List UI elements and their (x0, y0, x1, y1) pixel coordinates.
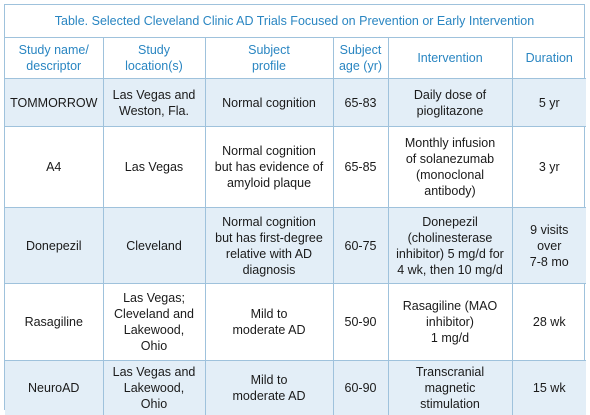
trials-table-frame: Table. Selected Cleveland Clinic AD Tria… (4, 4, 586, 415)
table-row: A4 Las Vegas Normal cognition but has ev… (5, 126, 586, 208)
table-caption: Table. Selected Cleveland Clinic AD Tria… (5, 5, 584, 38)
cell-profile: Normal cognition but has first-degree re… (204, 207, 334, 284)
cell-duration: 15 wk (511, 360, 586, 415)
cell-location: Cleveland (102, 207, 206, 284)
cell-intervention: Daily dose of pioglitazone (387, 78, 513, 127)
table-row: NeuroAD Las Vegas and Lakewood, Ohio Mil… (5, 360, 586, 415)
cell-duration: 9 visits over 7-8 mo (511, 207, 586, 284)
cell-intervention: Monthly infusion of solanezumab (monoclo… (387, 126, 513, 208)
cell-profile: Mild to moderate AD (204, 283, 334, 361)
cell-age: 65-83 (332, 78, 389, 127)
cell-location: Las Vegas and Lakewood, Ohio (102, 360, 206, 415)
cell-intervention: Transcranial magnetic stimulation (387, 360, 513, 415)
cell-age: 65-85 (332, 126, 389, 208)
cell-intervention: Rasagiline (MAO inhibitor) 1 mg/d (387, 283, 513, 361)
trials-table: Study name/ descriptor Study location(s)… (5, 38, 586, 415)
header-row: Study name/ descriptor Study location(s)… (5, 38, 586, 79)
header-intervention: Intervention (387, 38, 513, 79)
cell-profile: Normal cognition (204, 78, 334, 127)
cell-location: Las Vegas; Cleveland and Lakewood, Ohio (102, 283, 206, 361)
table-row: Rasagiline Las Vegas; Cleveland and Lake… (5, 283, 586, 361)
cell-study-name: A4 (5, 126, 104, 208)
cell-location: Las Vegas (102, 126, 206, 208)
cell-study-name: Donepezil (5, 207, 104, 284)
cell-profile: Normal cognition but has evidence of amy… (204, 126, 334, 208)
cell-age: 60-75 (332, 207, 389, 284)
table-row: Donepezil Cleveland Normal cognition but… (5, 207, 586, 284)
cell-duration: 5 yr (511, 78, 586, 127)
cell-age: 60-90 (332, 360, 389, 415)
cell-age: 50-90 (332, 283, 389, 361)
cell-intervention: Donepezil (cholinesterase inhibitor) 5 m… (387, 207, 513, 284)
cell-study-name: TOMMORROW (5, 78, 104, 127)
cell-location: Las Vegas and Weston, Fla. (102, 78, 206, 127)
header-study-name: Study name/ descriptor (5, 38, 104, 79)
header-subject-age: Subject age (yr) (332, 38, 389, 79)
cell-study-name: NeuroAD (5, 360, 104, 415)
header-subject-profile: Subject profile (204, 38, 334, 79)
header-duration: Duration (511, 38, 586, 79)
cell-duration: 28 wk (511, 283, 586, 361)
cell-profile: Mild to moderate AD (204, 360, 334, 415)
header-study-location: Study location(s) (102, 38, 206, 79)
cell-study-name: Rasagiline (5, 283, 104, 361)
cell-duration: 3 yr (511, 126, 586, 208)
table-row: TOMMORROW Las Vegas and Weston, Fla. Nor… (5, 78, 586, 127)
